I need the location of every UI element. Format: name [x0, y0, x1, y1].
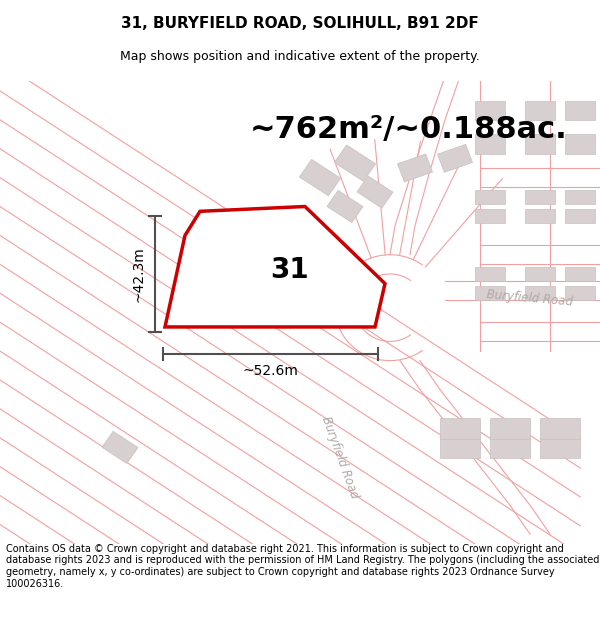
- Polygon shape: [299, 159, 341, 196]
- Text: Buryfield Road: Buryfield Road: [486, 288, 574, 308]
- Polygon shape: [475, 267, 505, 281]
- Polygon shape: [357, 176, 393, 208]
- Polygon shape: [525, 134, 555, 154]
- Polygon shape: [525, 286, 555, 301]
- Polygon shape: [525, 209, 555, 223]
- Polygon shape: [540, 418, 580, 439]
- Polygon shape: [327, 191, 363, 222]
- Text: 31: 31: [270, 256, 308, 284]
- Polygon shape: [475, 189, 505, 204]
- Polygon shape: [475, 101, 505, 120]
- Text: ~762m²/~0.188ac.: ~762m²/~0.188ac.: [250, 115, 568, 144]
- Text: Contains OS data © Crown copyright and database right 2021. This information is : Contains OS data © Crown copyright and d…: [6, 544, 599, 589]
- Polygon shape: [440, 437, 480, 458]
- Polygon shape: [397, 154, 433, 182]
- Polygon shape: [437, 144, 473, 172]
- Text: ~42.3m: ~42.3m: [131, 246, 145, 302]
- Polygon shape: [475, 209, 505, 223]
- Polygon shape: [565, 101, 595, 120]
- Polygon shape: [440, 418, 480, 439]
- Polygon shape: [334, 145, 376, 181]
- Polygon shape: [525, 189, 555, 204]
- Text: Buryfield Road: Buryfield Road: [319, 414, 361, 500]
- Polygon shape: [565, 189, 595, 204]
- Polygon shape: [565, 267, 595, 281]
- Polygon shape: [490, 418, 530, 439]
- Polygon shape: [165, 206, 385, 327]
- Polygon shape: [540, 437, 580, 458]
- Text: ~52.6m: ~52.6m: [242, 364, 298, 378]
- Polygon shape: [102, 431, 138, 464]
- Polygon shape: [565, 286, 595, 301]
- Polygon shape: [475, 286, 505, 301]
- Text: Map shows position and indicative extent of the property.: Map shows position and indicative extent…: [120, 51, 480, 63]
- Text: 31, BURYFIELD ROAD, SOLIHULL, B91 2DF: 31, BURYFIELD ROAD, SOLIHULL, B91 2DF: [121, 16, 479, 31]
- Polygon shape: [525, 101, 555, 120]
- Polygon shape: [475, 134, 505, 154]
- Polygon shape: [565, 209, 595, 223]
- Polygon shape: [565, 134, 595, 154]
- Polygon shape: [525, 267, 555, 281]
- Polygon shape: [490, 437, 530, 458]
